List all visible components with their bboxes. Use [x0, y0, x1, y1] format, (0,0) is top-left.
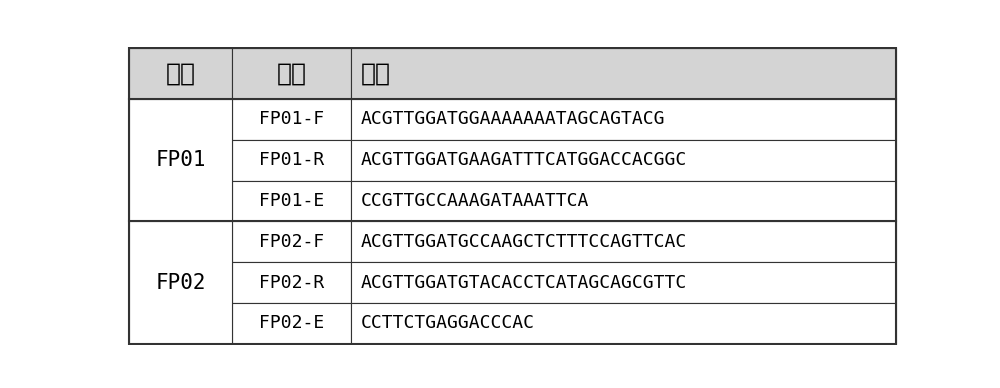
Text: ACGTTGGATGTACACCTCATAGCAGCGTTC: ACGTTGGATGTACACCTCATAGCAGCGTTC — [361, 274, 687, 292]
Bar — [232, 140, 351, 181]
Bar — [129, 222, 232, 344]
Text: 标记: 标记 — [166, 62, 196, 85]
Text: FP02-R: FP02-R — [259, 274, 325, 292]
Bar — [232, 262, 351, 303]
Text: FP01-E: FP01-E — [259, 192, 325, 210]
Bar — [129, 99, 232, 222]
Text: CCTTCTGAGGACCCAC: CCTTCTGAGGACCCAC — [361, 314, 535, 333]
Text: FP01-R: FP01-R — [259, 151, 325, 169]
Bar — [232, 222, 351, 262]
Bar — [232, 99, 351, 140]
Bar — [232, 181, 351, 222]
Text: FP02-F: FP02-F — [259, 233, 325, 251]
Bar — [351, 140, 896, 181]
Text: 名称: 名称 — [277, 62, 307, 85]
Text: ACGTTGGATGAAGATTTCATGGACCACGGC: ACGTTGGATGAAGATTTCATGGACCACGGC — [361, 151, 687, 169]
Bar — [232, 48, 351, 99]
Bar — [351, 303, 896, 344]
Bar — [351, 181, 896, 222]
Bar — [351, 99, 896, 140]
Bar — [351, 222, 896, 262]
Bar — [129, 48, 232, 99]
Text: FP02-E: FP02-E — [259, 314, 325, 333]
Text: CCGTTGCCAAAGATAAATTCA: CCGTTGCCAAAGATAAATTCA — [361, 192, 589, 210]
Text: FP02: FP02 — [155, 273, 206, 293]
Text: ACGTTGGATGGAAAAAAATAGCAGTACG: ACGTTGGATGGAAAAAAATAGCAGTACG — [361, 111, 665, 128]
Bar — [232, 303, 351, 344]
Text: FP01: FP01 — [155, 150, 206, 170]
Text: 序列: 序列 — [361, 62, 391, 85]
Bar — [351, 262, 896, 303]
Text: ACGTTGGATGCCAAGCTCTTTCCAGTTCAC: ACGTTGGATGCCAAGCTCTTTCCAGTTCAC — [361, 233, 687, 251]
Text: FP01-F: FP01-F — [259, 111, 325, 128]
Bar — [351, 48, 896, 99]
